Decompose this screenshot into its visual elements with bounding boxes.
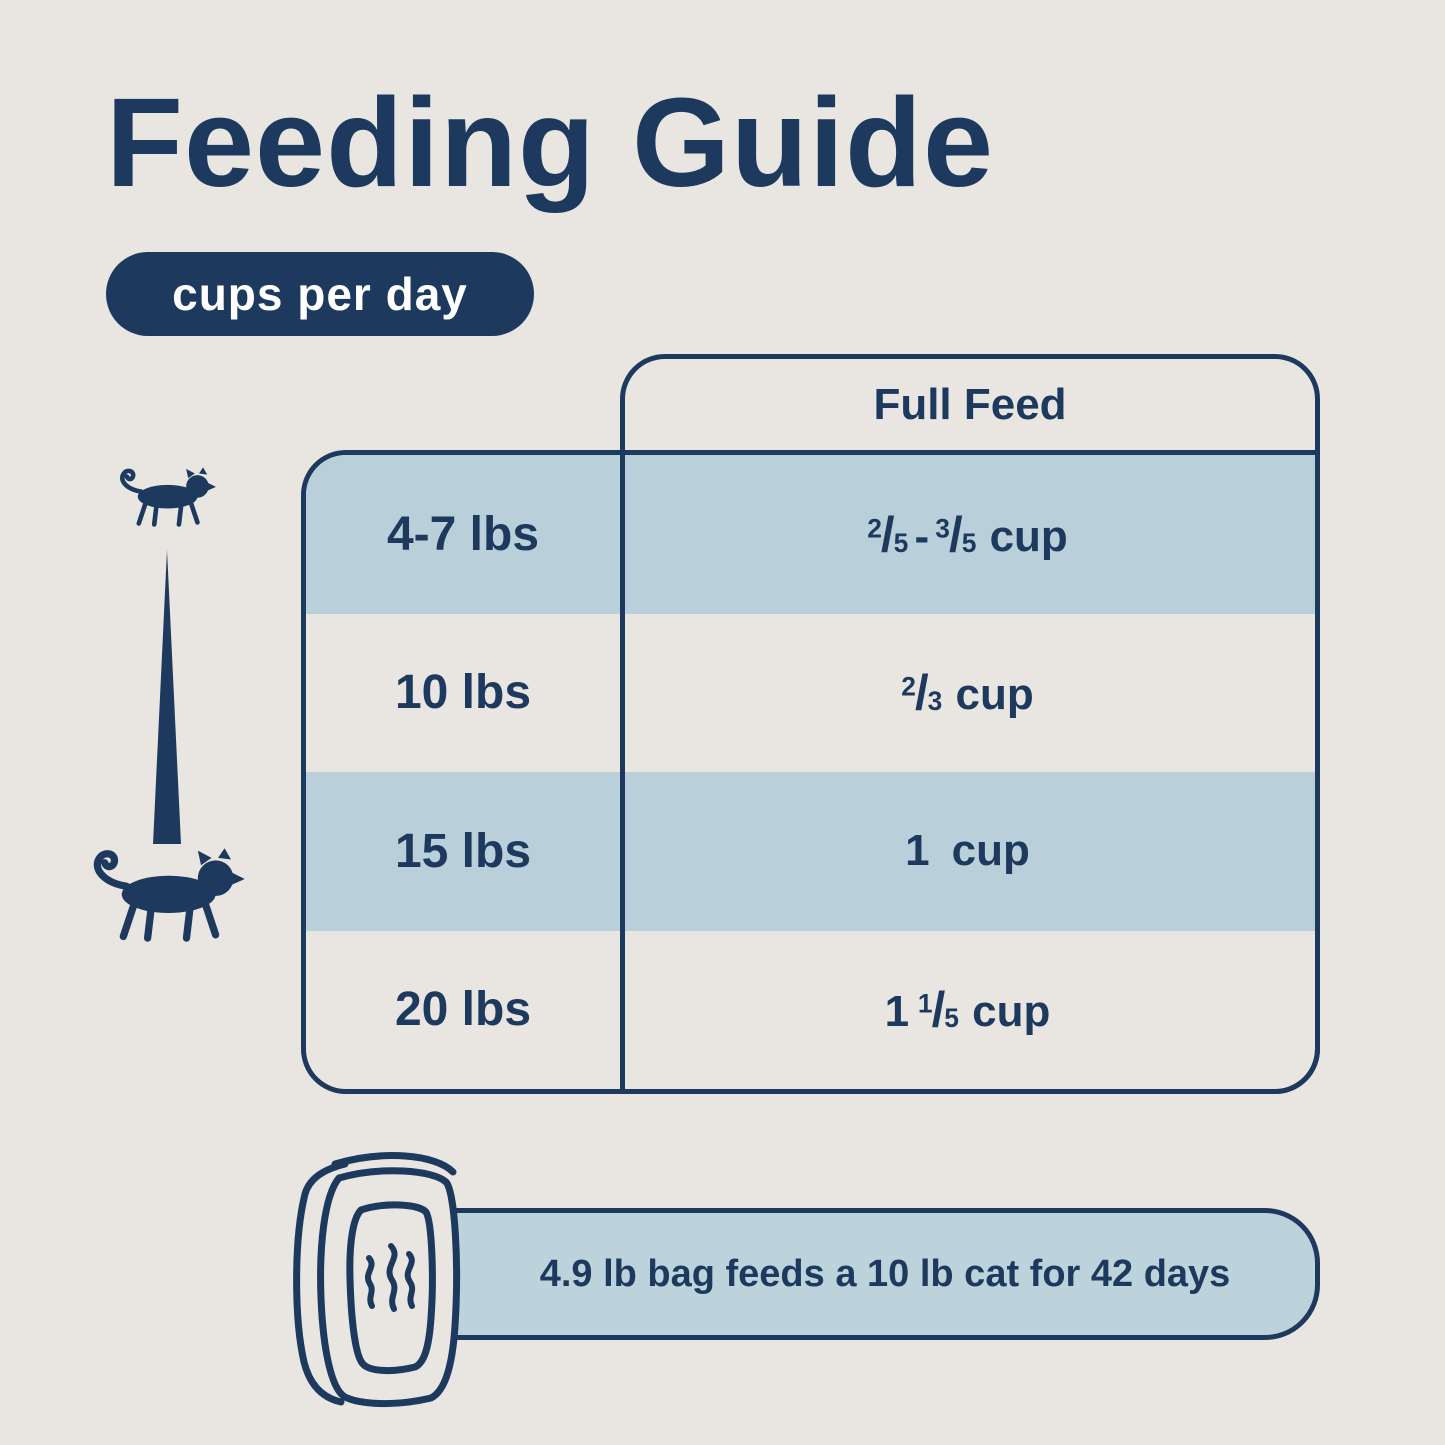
amount-cell: 1 cup: [620, 772, 1315, 931]
footnote-banner: 4.9 lb bag feeds a 10 lb cat for 42 days: [450, 1208, 1320, 1340]
weight-cell: 20 lbs: [306, 931, 620, 1090]
amount-cell: 2/3 cup: [620, 614, 1315, 773]
weight-label: 4-7 lbs: [386, 507, 540, 561]
large-cat-icon: [93, 848, 245, 942]
weight-cell: 4-7 lbs: [306, 455, 620, 614]
amount-value: 2/5-3/5 cup: [867, 506, 1068, 562]
amount-value: 2/3 cup: [901, 665, 1034, 721]
unit-badge: cups per day: [106, 252, 534, 336]
table-row: 4-7 lbs 2/5-3/5 cup: [306, 455, 1315, 614]
weight-label: 10 lbs: [394, 666, 532, 720]
food-bag-icon: [293, 1152, 461, 1408]
footnote-text: 4.9 lb bag feeds a 10 lb cat for 42 days: [539, 1252, 1231, 1295]
amount-value: 1 1/5 cup: [884, 982, 1051, 1038]
table-row: 10 lbs 2/3 cup: [306, 614, 1315, 773]
weight-label: 15 lbs: [394, 824, 532, 878]
weight-cell: 10 lbs: [306, 614, 620, 773]
amount-cell: 2/5-3/5 cup: [620, 455, 1315, 614]
amount-cell: 1 1/5 cup: [620, 931, 1315, 1090]
page-title: Feeding Guide: [106, 72, 995, 213]
weight-cell: 15 lbs: [306, 772, 620, 931]
unit-badge-label: cups per day: [172, 268, 468, 320]
size-gradient-wedge-icon: [153, 550, 181, 844]
full-feed-column-header: Full Feed: [873, 380, 1067, 429]
feeding-table-rows: 4-7 lbs 2/5-3/5 cup 10 lbs 2/3 cup 15 lbs: [306, 455, 1315, 1089]
small-cat-icon: [120, 467, 216, 527]
table-row: 15 lbs 1 cup: [306, 772, 1315, 931]
feeding-table: 4-7 lbs 2/5-3/5 cup 10 lbs 2/3 cup 15 lbs: [301, 450, 1320, 1094]
steam-icon: [365, 1243, 416, 1312]
amount-value: 1 cup: [905, 826, 1030, 876]
table-row: 20 lbs 1 1/5 cup: [306, 931, 1315, 1090]
weight-label: 20 lbs: [394, 983, 532, 1037]
